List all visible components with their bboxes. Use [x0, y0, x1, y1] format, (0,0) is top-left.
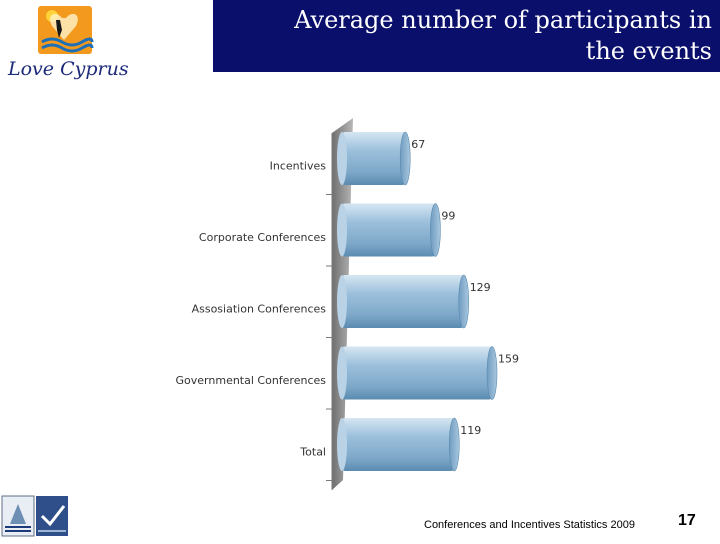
bar-chart: Incentives 67 Corporate Conferences 99 Assos…	[176, 118, 519, 490]
chart-labels: Incentives 67 Corporate Conferences 99 Assos…	[176, 138, 519, 459]
certification-badges	[0, 494, 72, 540]
data-label: 129	[470, 281, 491, 294]
title-line-2: the events	[585, 37, 712, 65]
data-label: 99	[441, 210, 455, 223]
category-label: Assosiation Conferences	[192, 303, 327, 316]
bar-body	[342, 418, 455, 471]
category-label: Corporate Conferences	[199, 231, 326, 244]
bar-2	[337, 274, 469, 329]
data-label: 67	[411, 138, 425, 151]
bar-series	[337, 131, 498, 472]
data-label: 119	[460, 424, 481, 437]
bar-base-cap	[337, 418, 347, 471]
bar-base-cap	[337, 346, 347, 400]
category-label: Governmental Conferences	[176, 374, 327, 387]
bar-0	[337, 131, 411, 186]
title-line-1: Average number of participants in	[294, 6, 712, 34]
bar-base-cap	[337, 132, 347, 185]
bar-body	[342, 203, 436, 257]
slide-title: Average number of participants in the ev…	[213, 0, 720, 72]
page-number: 17	[678, 512, 696, 529]
data-label: 159	[498, 353, 519, 366]
bar-base-cap	[337, 203, 347, 257]
bar-cap	[399, 131, 411, 186]
bar-3	[337, 346, 498, 400]
bar-4	[337, 417, 460, 472]
category-label: Incentives	[270, 160, 327, 173]
bar-body	[342, 132, 406, 185]
bar-body	[342, 346, 492, 400]
bar-body	[342, 275, 464, 328]
category-label: Total	[299, 446, 326, 459]
bar-cap	[430, 203, 441, 257]
bar-cap	[486, 346, 498, 400]
bar-base-cap	[337, 275, 347, 328]
love-cyprus-logo	[4, 2, 116, 86]
bar-cap	[448, 417, 460, 472]
bar-1	[337, 203, 441, 257]
source-caption: Conferences and Incentives Statistics 20…	[424, 519, 635, 531]
bar-cap	[458, 274, 469, 329]
